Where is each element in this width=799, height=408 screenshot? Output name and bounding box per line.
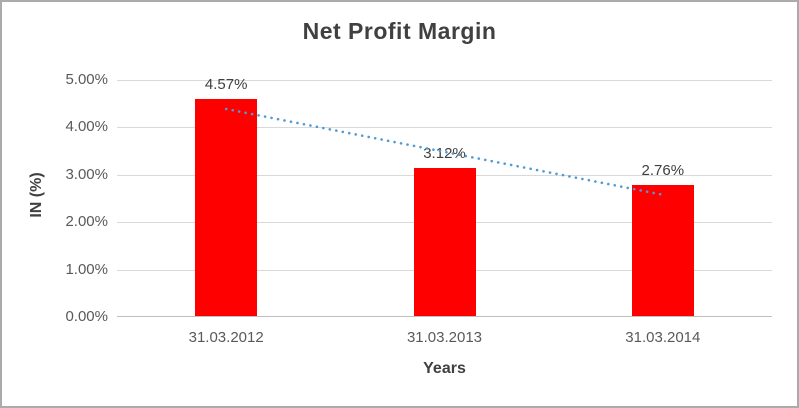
bar-31.03.2013: [413, 168, 476, 316]
gridline: [117, 80, 772, 81]
x-tick-label: 31.03.2013: [406, 329, 483, 346]
chart-title: Net Profit Margin: [302, 18, 497, 44]
y-tick-label: 4.00%: [65, 118, 108, 136]
data-label: 2.76%: [641, 162, 685, 180]
bar-31.03.2012: [195, 99, 258, 316]
y-tick-label: 3.00%: [65, 165, 108, 183]
data-label: 4.57%: [204, 76, 248, 94]
y-tick-label: 2.00%: [65, 213, 108, 231]
y-tick-label: 1.00%: [65, 260, 108, 278]
x-tick-label: 31.03.2014: [625, 329, 701, 346]
bar-31.03.2014: [631, 185, 694, 316]
y-tick-label: 5.00%: [65, 71, 108, 88]
data-label: 3.12%: [423, 145, 466, 163]
y-tick-label: 0.00%: [65, 308, 108, 325]
x-axis-title: Years: [423, 360, 466, 377]
plot-area: 4.57% 3.12% 2.76%: [117, 76, 772, 317]
x-tick-label: 31.03.2012: [188, 329, 264, 346]
